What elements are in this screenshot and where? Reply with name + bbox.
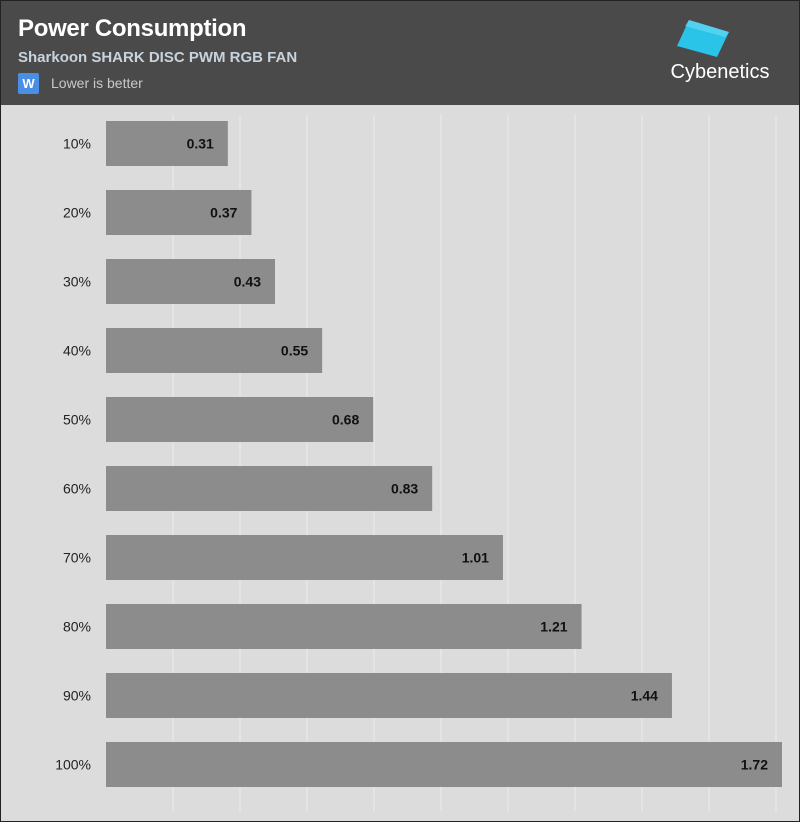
category-label: 80% xyxy=(63,619,91,635)
data-label: 1.72 xyxy=(741,757,768,773)
data-label: 1.01 xyxy=(462,550,489,566)
legend: W Lower is better xyxy=(18,72,143,94)
category-label: 60% xyxy=(63,481,91,497)
cybenetics-logo: Cybenetics xyxy=(665,17,775,89)
legend-text: Lower is better xyxy=(51,75,143,91)
category-label: 40% xyxy=(63,343,91,359)
data-label: 0.37 xyxy=(210,205,237,221)
data-label: 0.68 xyxy=(332,412,359,428)
category-label: 30% xyxy=(63,274,91,290)
bar-chart: 10% 0.31 20% 0.37 30% 0.43 40% 0.55 50% 0.68 60% 0.… xyxy=(1,105,799,821)
category-label: 90% xyxy=(63,688,91,704)
data-label: 1.44 xyxy=(631,688,658,704)
chart-title: Power Consumption xyxy=(18,15,247,42)
bar-30pct xyxy=(106,259,275,304)
bar-90pct xyxy=(106,673,672,718)
bar-60pct xyxy=(106,466,433,511)
bar-20pct xyxy=(106,190,252,235)
bar-40pct xyxy=(106,328,323,373)
chart-subtitle: Sharkoon SHARK DISC PWM RGB FAN xyxy=(18,49,298,66)
data-label: 0.55 xyxy=(281,343,308,359)
cybenetics-cube-icon xyxy=(677,20,729,57)
bar-50pct xyxy=(106,397,374,442)
bar-100pct xyxy=(106,742,782,787)
bar-80pct xyxy=(106,604,582,649)
bar-chart-svg: 10% 0.31 20% 0.37 30% 0.43 40% 0.55 50% 0.68 60% 0.… xyxy=(55,115,782,811)
legend-unit-badge: W xyxy=(18,72,39,94)
category-label: 20% xyxy=(63,205,91,221)
data-label: 0.83 xyxy=(391,481,418,497)
category-label: 70% xyxy=(63,550,91,566)
category-label: 10% xyxy=(63,136,91,152)
data-label: 1.21 xyxy=(540,619,567,635)
category-label: 50% xyxy=(63,412,91,428)
category-label: 100% xyxy=(55,757,91,773)
chart-header: Power Consumption Sharkoon SHARK DISC PW… xyxy=(1,1,799,105)
bar-70pct xyxy=(106,535,503,580)
logo-text: Cybenetics xyxy=(670,61,770,83)
bar-10pct xyxy=(106,121,228,166)
data-label: 0.31 xyxy=(187,136,214,152)
data-label: 0.43 xyxy=(234,274,261,290)
